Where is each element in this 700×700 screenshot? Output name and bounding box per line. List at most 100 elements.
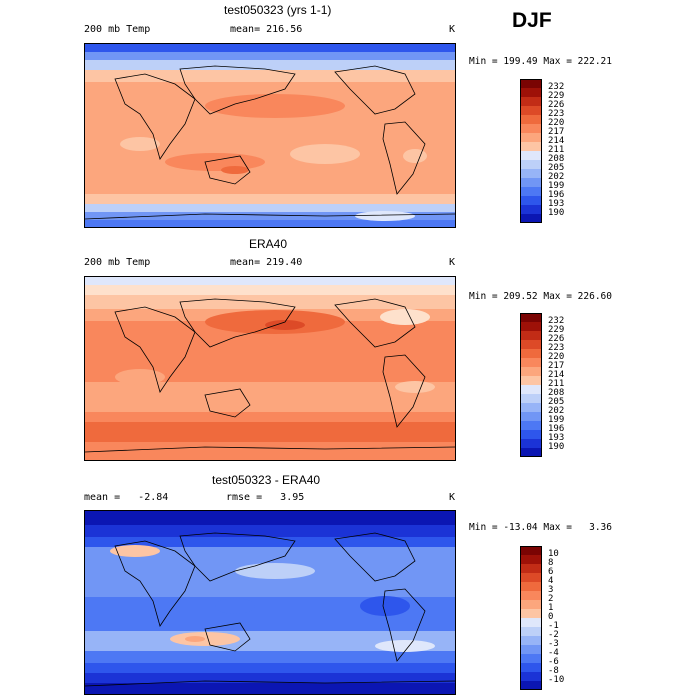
colorbar-swatch [520, 178, 542, 187]
colorbar-tick-label: 217 [548, 361, 565, 371]
panel-3-title: test050323 - ERA40 [212, 473, 321, 487]
colorbar-tick-label: 229 [548, 91, 565, 101]
colorbar-tick-label: 202 [548, 172, 565, 182]
panel-3-map [84, 510, 456, 695]
colorbar-swatch [520, 573, 542, 582]
colorbar-tick-label: 196 [548, 190, 565, 200]
colorbar-tick-label: 232 [548, 316, 565, 326]
panel-3-minmax: Min = -13.04 Max = 3.36 [469, 522, 612, 533]
panel-3-contour-plot [85, 511, 455, 694]
colorbar-tick-label: -8 [548, 666, 559, 676]
panel-1-map [84, 43, 456, 228]
colorbar-tick-label: 220 [548, 352, 565, 362]
colorbar-swatch [520, 672, 542, 681]
colorbar-swatch [520, 439, 542, 448]
panel-2-variable-label: 200 mb Temp [84, 257, 151, 268]
colorbar-tick-label: 4 [548, 576, 554, 586]
colorbar-swatch [520, 97, 542, 106]
colorbar-tick-label: 190 [548, 442, 565, 452]
colorbar-swatch [520, 79, 542, 88]
colorbar-tick-label: 211 [548, 145, 565, 155]
colorbar-tick-label: 1 [548, 603, 554, 613]
panel-1-mean: mean= 216.56 [230, 24, 303, 35]
colorbar-swatch [520, 124, 542, 133]
colorbar-tick-label: 232 [548, 82, 565, 92]
colorbar-swatch [520, 106, 542, 115]
colorbar-swatch [520, 214, 542, 223]
colorbar-tick-label: 223 [548, 109, 565, 119]
colorbar-tick-label: 208 [548, 154, 565, 164]
colorbar-swatch [520, 582, 542, 591]
colorbar-tick-label: -1 [548, 621, 559, 631]
colorbar-tick-label: 214 [548, 370, 565, 380]
colorbar-tick-label: 199 [548, 415, 565, 425]
colorbar-swatch [520, 196, 542, 205]
colorbar-swatch [520, 205, 542, 214]
panel-2-map [84, 276, 456, 461]
colorbar-tick-label: 208 [548, 388, 565, 398]
panel-1-title: test050323 (yrs 1-1) [224, 3, 332, 17]
colorbar-tick-label: 193 [548, 199, 565, 209]
colorbar-tick-label: 214 [548, 136, 565, 146]
colorbar-tick-label: 199 [548, 181, 565, 191]
colorbar-swatch [520, 376, 542, 385]
colorbar-swatch [520, 421, 542, 430]
colorbar-tick-label: 220 [548, 118, 565, 128]
colorbar-tick-label: 226 [548, 334, 565, 344]
colorbar-swatch [520, 385, 542, 394]
colorbar-swatch [520, 627, 542, 636]
panel-1-minmax: Min = 199.49 Max = 222.21 [469, 56, 612, 67]
panel-2-mean: mean= 219.40 [230, 257, 303, 268]
colorbar-swatch [520, 358, 542, 367]
colorbar-swatch [520, 349, 542, 358]
panel-2-contour-plot [85, 277, 455, 460]
season-label: DJF [512, 9, 552, 32]
panel-2-title: ERA40 [249, 237, 288, 251]
colorbar-tick-label: 205 [548, 397, 565, 407]
colorbar-swatch [520, 564, 542, 573]
colorbar-swatch [520, 169, 542, 178]
colorbar-tick-label: 6 [548, 567, 554, 577]
colorbar-tick-label: 196 [548, 424, 565, 434]
colorbar-swatch [520, 367, 542, 376]
colorbar-swatch [520, 645, 542, 654]
colorbar-swatch [520, 412, 542, 421]
colorbar-swatch [520, 403, 542, 412]
panel-3-rmse: rmse = 3.95 [226, 492, 305, 503]
colorbar-swatch [520, 546, 542, 555]
colorbar-tick-label: 193 [548, 433, 565, 443]
colorbar-swatch [520, 322, 542, 331]
colorbar-swatch [520, 636, 542, 645]
colorbar-tick-label: 226 [548, 100, 565, 110]
colorbar-swatch [520, 88, 542, 97]
panel-3-colorbar: 10 8 6 4 3 2 1 0 -1 -2 -3 -4 -6 -8 -10 [520, 546, 564, 690]
colorbar-tick-label: -2 [548, 630, 559, 640]
colorbar-swatch [520, 340, 542, 349]
colorbar-swatch [520, 618, 542, 627]
colorbar-swatch [520, 394, 542, 403]
colorbar-tick-label: -3 [548, 639, 559, 649]
colorbar-swatch [520, 609, 542, 618]
colorbar-swatch [520, 313, 542, 322]
panel-1-contour-plot [85, 44, 455, 227]
colorbar-swatch [520, 430, 542, 439]
colorbar-tick-label: 3 [548, 585, 554, 595]
colorbar-tick-label: -4 [548, 648, 559, 658]
colorbar-swatch [520, 187, 542, 196]
colorbar-tick-label: 229 [548, 325, 565, 335]
panel-3-mean: mean = -2.84 [84, 492, 169, 503]
panel-1-colorbar: 232 229 226 223 220 217 214 211 208 205 202 199 196 1… [520, 79, 564, 223]
colorbar-tick-label: 223 [548, 343, 565, 353]
colorbar-tick-label: 2 [548, 594, 554, 604]
colorbar-tick-label: 202 [548, 406, 565, 416]
colorbar-swatch [520, 160, 542, 169]
panel-3-unit: K [449, 492, 456, 503]
colorbar-swatch [520, 600, 542, 609]
colorbar-tick-label: -10 [548, 675, 565, 685]
colorbar-swatch [520, 151, 542, 160]
colorbar-swatch [520, 115, 542, 124]
colorbar-tick-label: -6 [548, 657, 559, 667]
colorbar-tick-label: 10 [548, 549, 559, 559]
colorbar-swatch [520, 142, 542, 151]
panel-1-unit: K [449, 24, 456, 35]
